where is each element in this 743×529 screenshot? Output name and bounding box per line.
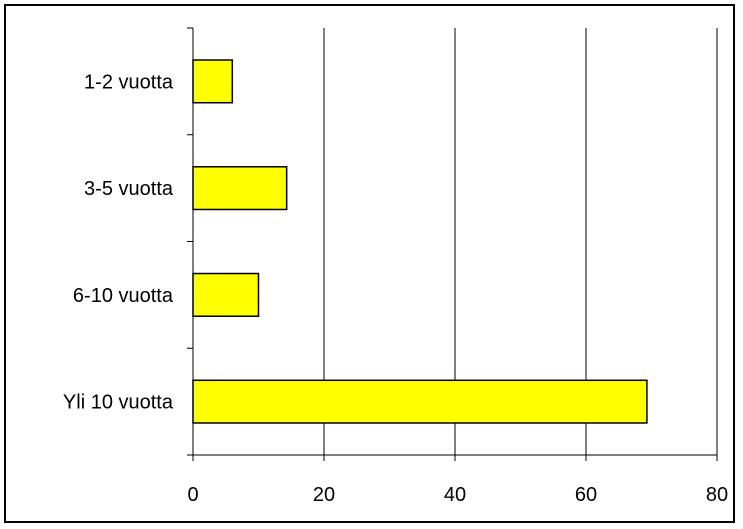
bar-1 bbox=[192, 166, 288, 211]
labels: 0 20 40 60 80 1-2 vuotta 3-5 vuotta 6-10 vuotta… bbox=[63, 71, 728, 506]
chart-frame bbox=[4, 4, 735, 523]
category-label-1: 3-5 vuotta bbox=[84, 178, 174, 200]
category-label-2: 6-10 vuotta bbox=[73, 285, 174, 307]
bar-0 bbox=[192, 59, 234, 104]
x-tick-label-0: 0 bbox=[187, 484, 198, 506]
bar-2 bbox=[192, 272, 260, 317]
category-label-0: 1-2 vuotta bbox=[84, 71, 174, 93]
x-tick-label-20: 20 bbox=[313, 484, 335, 506]
x-tick-label-60: 60 bbox=[575, 484, 597, 506]
x-tick-label-40: 40 bbox=[444, 484, 466, 506]
bars bbox=[192, 59, 648, 424]
bar-3 bbox=[192, 379, 648, 424]
axes bbox=[187, 27, 718, 461]
category-label-3: Yli 10 vuotta bbox=[63, 392, 174, 414]
x-tick-label-80: 80 bbox=[706, 484, 728, 506]
